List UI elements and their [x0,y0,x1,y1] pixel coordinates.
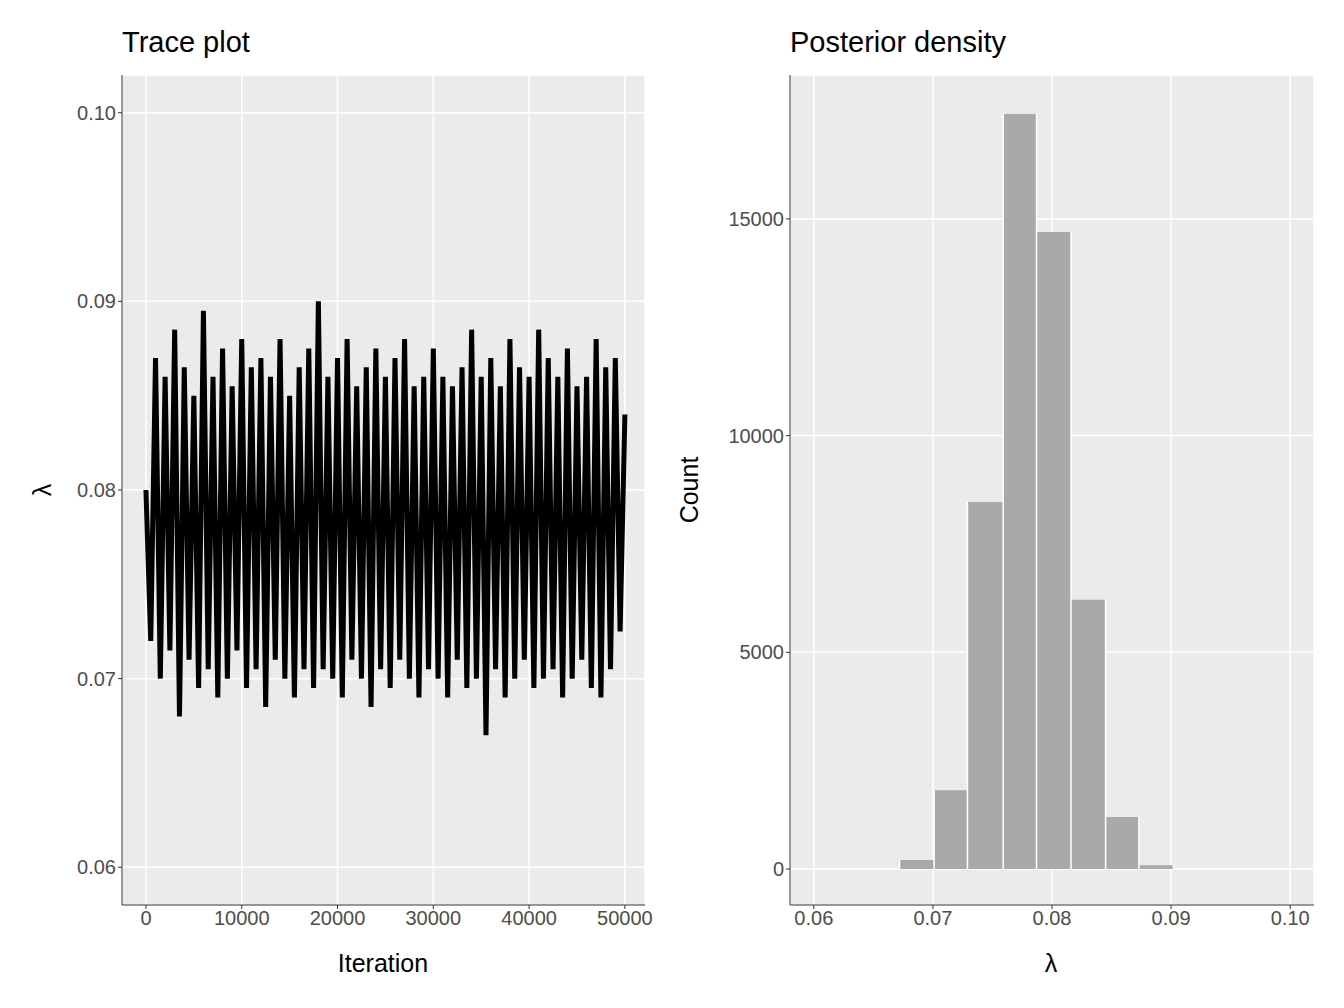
svg-text:0.06: 0.06 [77,856,116,878]
svg-text:50000: 50000 [597,907,653,929]
svg-text:0.08: 0.08 [77,479,116,501]
html-text:λ: λ [1044,948,1058,977]
svg-text:0.08: 0.08 [1033,907,1072,929]
svg-text:0.09: 0.09 [1152,907,1191,929]
svg-text:0.09: 0.09 [77,290,116,312]
svg-text:0.10: 0.10 [77,102,116,124]
svg-text:20000: 20000 [310,907,366,929]
svg-text:0.10: 0.10 [1271,907,1310,929]
html-text:Iteration: Iteration [337,948,429,977]
svg-text:0: 0 [773,858,784,880]
svg-text:5000: 5000 [740,641,785,663]
html-text:Posterior density: Posterior density [790,26,1006,58]
svg-text:0.07: 0.07 [913,907,952,929]
svg-text:30000: 30000 [405,907,461,929]
svg-text:0.07: 0.07 [77,668,116,690]
html-text:Trace plot: Trace plot [122,26,250,58]
html-text:Count: Count [674,456,703,524]
html-text:λ: λ [27,483,56,497]
svg-text:0: 0 [140,907,151,929]
svg-text:15000: 15000 [728,208,784,230]
svg-text:40000: 40000 [501,907,557,929]
svg-text:0.06: 0.06 [794,907,833,929]
svg-text:10000: 10000 [214,907,270,929]
svg-text:10000: 10000 [728,425,784,447]
